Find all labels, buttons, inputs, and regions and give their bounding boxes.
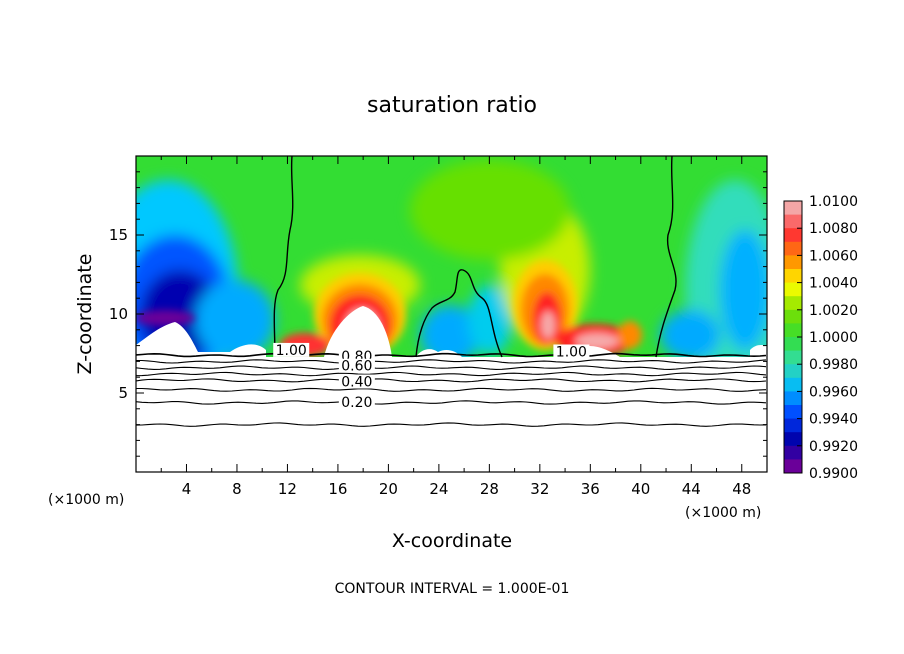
colorbar-label: 0.9980: [809, 357, 858, 373]
x-tick-label: 16: [328, 480, 347, 498]
plot-area: 1.00 0.800.600.400.201.00: [136, 156, 767, 472]
colorbar-swatch: [784, 391, 802, 406]
contour-line: [136, 400, 767, 405]
colorbar-swatch: [784, 445, 802, 460]
y-tick-label: 15: [109, 226, 128, 244]
contour-line: [136, 352, 767, 358]
y-tick-label: 5: [118, 384, 128, 402]
colorbar-label: 0.9920: [809, 439, 858, 455]
colorbar-swatch: [784, 418, 802, 433]
x-tick-label: 40: [631, 480, 650, 498]
colorbar-label: 0.9960: [809, 384, 858, 400]
x-axis: 4 8 12 16 20 24 28 32 36 40 44 48: [160, 156, 751, 498]
colorbar-swatch: [784, 364, 802, 379]
x-tick-label: 12: [278, 480, 297, 498]
colorbar-swatch: [784, 241, 802, 256]
colorbar-label: 0.9900: [809, 466, 858, 482]
colorbar-swatch: [784, 201, 802, 216]
colorbar: 1.0100 1.0080 1.0060 1.0040 1.0020 1.0000 0.99…: [783, 194, 858, 482]
contour-label-bg: [338, 358, 375, 373]
x-tick-label: 8: [232, 480, 242, 498]
x-unit-left: (×1000 m): [48, 492, 124, 508]
colorbar-swatch: [784, 405, 802, 420]
colorbar-swatch: [784, 323, 802, 338]
colorbar-swatch: [784, 309, 802, 324]
colorbar-swatch: [784, 228, 802, 243]
x-tick-label: 36: [581, 480, 600, 498]
x-tick-label: 20: [379, 480, 398, 498]
saturation-field: [136, 156, 767, 357]
colorbar-swatch: [784, 432, 802, 447]
contour-line: [136, 359, 767, 364]
contour-label-bg: [553, 344, 590, 359]
contour-line: [136, 422, 767, 427]
colorbar-label: 0.9940: [809, 412, 858, 428]
colorbar-label: 1.0080: [809, 221, 858, 237]
x-axis-label: X-coordinate: [392, 530, 512, 552]
x-tick-label: 44: [682, 480, 701, 498]
colorbar-swatch: [784, 269, 802, 284]
contour-label: 1.00: [556, 345, 587, 361]
contour-label-bg: [338, 395, 375, 410]
contour-line: [136, 378, 767, 383]
x-tick-label: 28: [480, 480, 499, 498]
y-axis: 5 10 15: [109, 171, 767, 457]
contour-label-bg: [338, 374, 375, 389]
x-unit-right: (×1000 m): [685, 505, 761, 521]
colorbar-label: 1.0060: [809, 248, 858, 264]
contour-label-bg: [273, 342, 310, 357]
colorbar-label: 1.0100: [809, 194, 858, 210]
colorbar-swatch: [784, 337, 802, 352]
x-tick-label: 32: [530, 480, 549, 498]
x-tick-label: 48: [732, 480, 751, 498]
contour-labels: 1.00 0.800.600.400.201.00: [273, 342, 590, 411]
footer-note: CONTOUR INTERVAL = 1.000E-01: [335, 581, 570, 597]
x-tick-label: 4: [182, 480, 192, 498]
colorbar-swatch: [784, 282, 802, 297]
y-axis-label: Z-coordinate: [74, 254, 96, 375]
y-tick-label: 10: [109, 305, 128, 323]
colorbar-swatch: [784, 214, 802, 229]
colorbar-swatch: [784, 459, 802, 474]
contour-line: [136, 387, 767, 392]
colorbar-label: 1.0020: [809, 303, 858, 319]
colorbar-swatch: [784, 296, 802, 311]
colorbar-swatch: [784, 377, 802, 392]
x-tick-label: 24: [429, 480, 448, 498]
contour-label: 0.60: [341, 359, 372, 375]
colorbar-swatch: [784, 255, 802, 270]
contour-label: 0.20: [341, 395, 372, 411]
contour-lines-upper: [273, 156, 677, 358]
contour-label: 1.00: [276, 343, 307, 359]
colorbar-label: 1.0040: [809, 276, 858, 292]
chart-title: saturation ratio: [367, 93, 537, 118]
contour-label: 0.40: [341, 375, 372, 391]
colorbar-label: 1.0000: [809, 330, 858, 346]
contour-lines-lower: [136, 352, 767, 427]
contour-line: [136, 371, 767, 377]
colorbar-swatch: [784, 350, 802, 365]
contour-line: [136, 365, 767, 370]
